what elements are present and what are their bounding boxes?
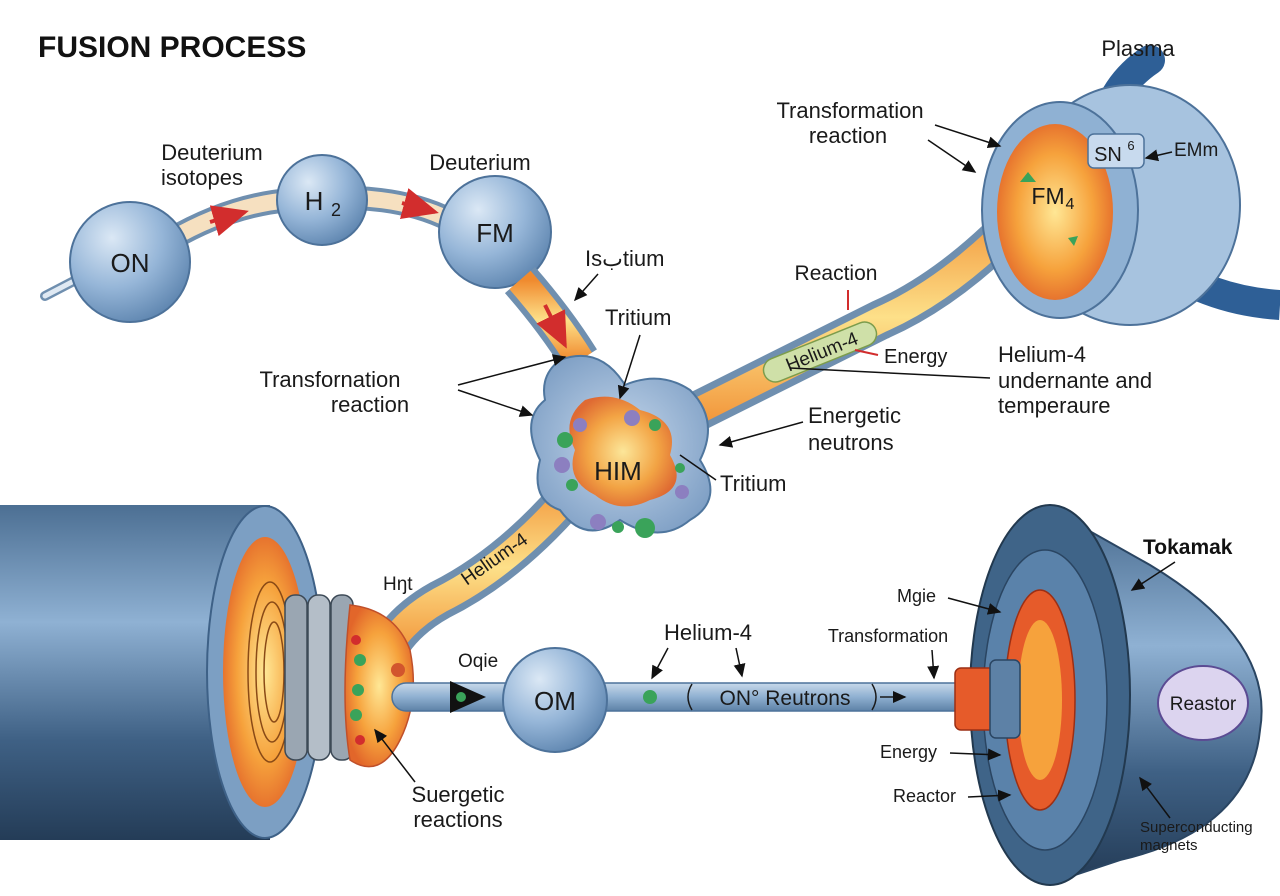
plasma-chamber: SN 6 FM 4 — [981, 45, 1280, 326]
node-him-label: HIM — [594, 456, 642, 486]
particle-green — [649, 419, 661, 431]
label-emm: EMm — [1174, 140, 1218, 161]
label-superconducting-2: magnets — [1140, 837, 1198, 854]
reactor-oval-label: Reastor — [1170, 694, 1237, 715]
label-transformation-left-2: reaction — [331, 392, 409, 417]
particle-green — [566, 479, 578, 491]
label-deuterium: Deuterium — [429, 150, 530, 175]
triangle-marker-icon — [1020, 172, 1036, 182]
label-mgie: Mgie — [897, 586, 936, 606]
node-om-sphere — [502, 647, 608, 753]
steel-ring — [307, 594, 331, 761]
reactor-cylinder — [0, 505, 415, 840]
particle-green — [643, 690, 657, 704]
label-deuterium-isotopes-2: isotopes — [161, 165, 243, 190]
node-fm4-label: FM — [1031, 183, 1064, 209]
particle-purple — [675, 485, 689, 499]
particle-purple — [624, 410, 640, 426]
label-reaction: Reaction — [795, 262, 878, 285]
flow-arrow-icon — [209, 205, 249, 237]
node-fm-sphere — [438, 175, 552, 289]
isotope-chain: ON H 2 FM — [40, 154, 552, 323]
label-tokamak: Tokamak — [1143, 536, 1233, 559]
flow-arrow-icon — [399, 188, 439, 220]
particle-green — [354, 654, 366, 666]
label-suergetic-2: reactions — [413, 807, 502, 832]
label-transformation-top-2: reaction — [809, 123, 887, 148]
label-deuterium-isotopes-1: Deuterium — [161, 140, 262, 165]
label-tritium-mid: Tritium — [720, 471, 786, 496]
chamber-core — [997, 124, 1113, 300]
node-h2-subscript: 2 — [331, 200, 341, 220]
particle-green — [350, 709, 362, 721]
label-superconducting-1: Superconducting — [1140, 819, 1253, 836]
particle-green — [557, 432, 573, 448]
particle-red — [391, 663, 405, 677]
node-h2-label: H — [305, 186, 324, 216]
node-fm-label: FM — [476, 218, 514, 248]
label-transformation-top-1: Transformation — [776, 98, 923, 123]
node-h2-sphere — [276, 154, 368, 246]
central-reaction-chamber: HIM — [530, 354, 712, 538]
particle-red — [355, 735, 365, 745]
triangle-marker-icon — [1068, 236, 1078, 246]
label-isotium: Isبtium — [585, 246, 664, 271]
label-transformation-left-1: Transfornation — [259, 367, 400, 392]
label-helium4-right-1: Helium-4 — [998, 342, 1086, 367]
label-transformation-bottom: Transformation — [828, 626, 948, 646]
label-energetic-2: neutrons — [808, 430, 894, 455]
label-hnt: Hŋt — [383, 574, 413, 595]
node-fm4-subscript: 4 — [1066, 196, 1075, 213]
label-ogie: Oqie — [458, 651, 498, 672]
label-helium4-bottom: Helium-4 — [664, 620, 752, 645]
node-sn6-superscript: 6 — [1127, 138, 1134, 153]
sn6-box — [1087, 133, 1145, 169]
helium4-capsule — [762, 321, 878, 383]
node-om-label: OM — [534, 686, 576, 716]
particle-green — [635, 518, 655, 538]
label-helium4-right-3: temperaure — [998, 393, 1111, 418]
particle-green — [612, 521, 624, 533]
diagram-title: FUSION PROCESS — [38, 31, 306, 64]
mixing-zone — [344, 604, 415, 768]
label-tritium-top: Tritium — [605, 305, 671, 330]
label-energy-bottom: Energy — [880, 742, 937, 762]
particle-purple — [573, 418, 587, 432]
particle-green — [352, 684, 364, 696]
particle-green — [456, 692, 466, 702]
node-on-sphere — [69, 201, 191, 323]
label-reactor-bottom: Reactor — [893, 786, 956, 806]
particle-purple — [554, 457, 570, 473]
on-reutrons-label: ON° Reutrons — [720, 687, 851, 710]
particle-purple — [590, 514, 606, 530]
label-plasma: Plasma — [1101, 36, 1175, 61]
reactor-oval — [1157, 665, 1249, 741]
label-energy-mid: Energy — [884, 346, 947, 368]
node-sn6-label: SN — [1094, 144, 1122, 166]
particle-red — [351, 635, 361, 645]
label-energetic-1: Energetic — [808, 403, 901, 428]
label-helium4-right-2: undernante and — [998, 368, 1152, 393]
steel-ring — [284, 594, 308, 761]
flow-arrow-icon — [536, 304, 567, 349]
particle-green — [675, 463, 685, 473]
label-suergetic-1: Suergetic — [412, 782, 505, 807]
node-on-label: ON — [111, 248, 150, 278]
annotations: Deuterium isotopes Deuterium Isبtium Tri… — [161, 36, 1253, 854]
